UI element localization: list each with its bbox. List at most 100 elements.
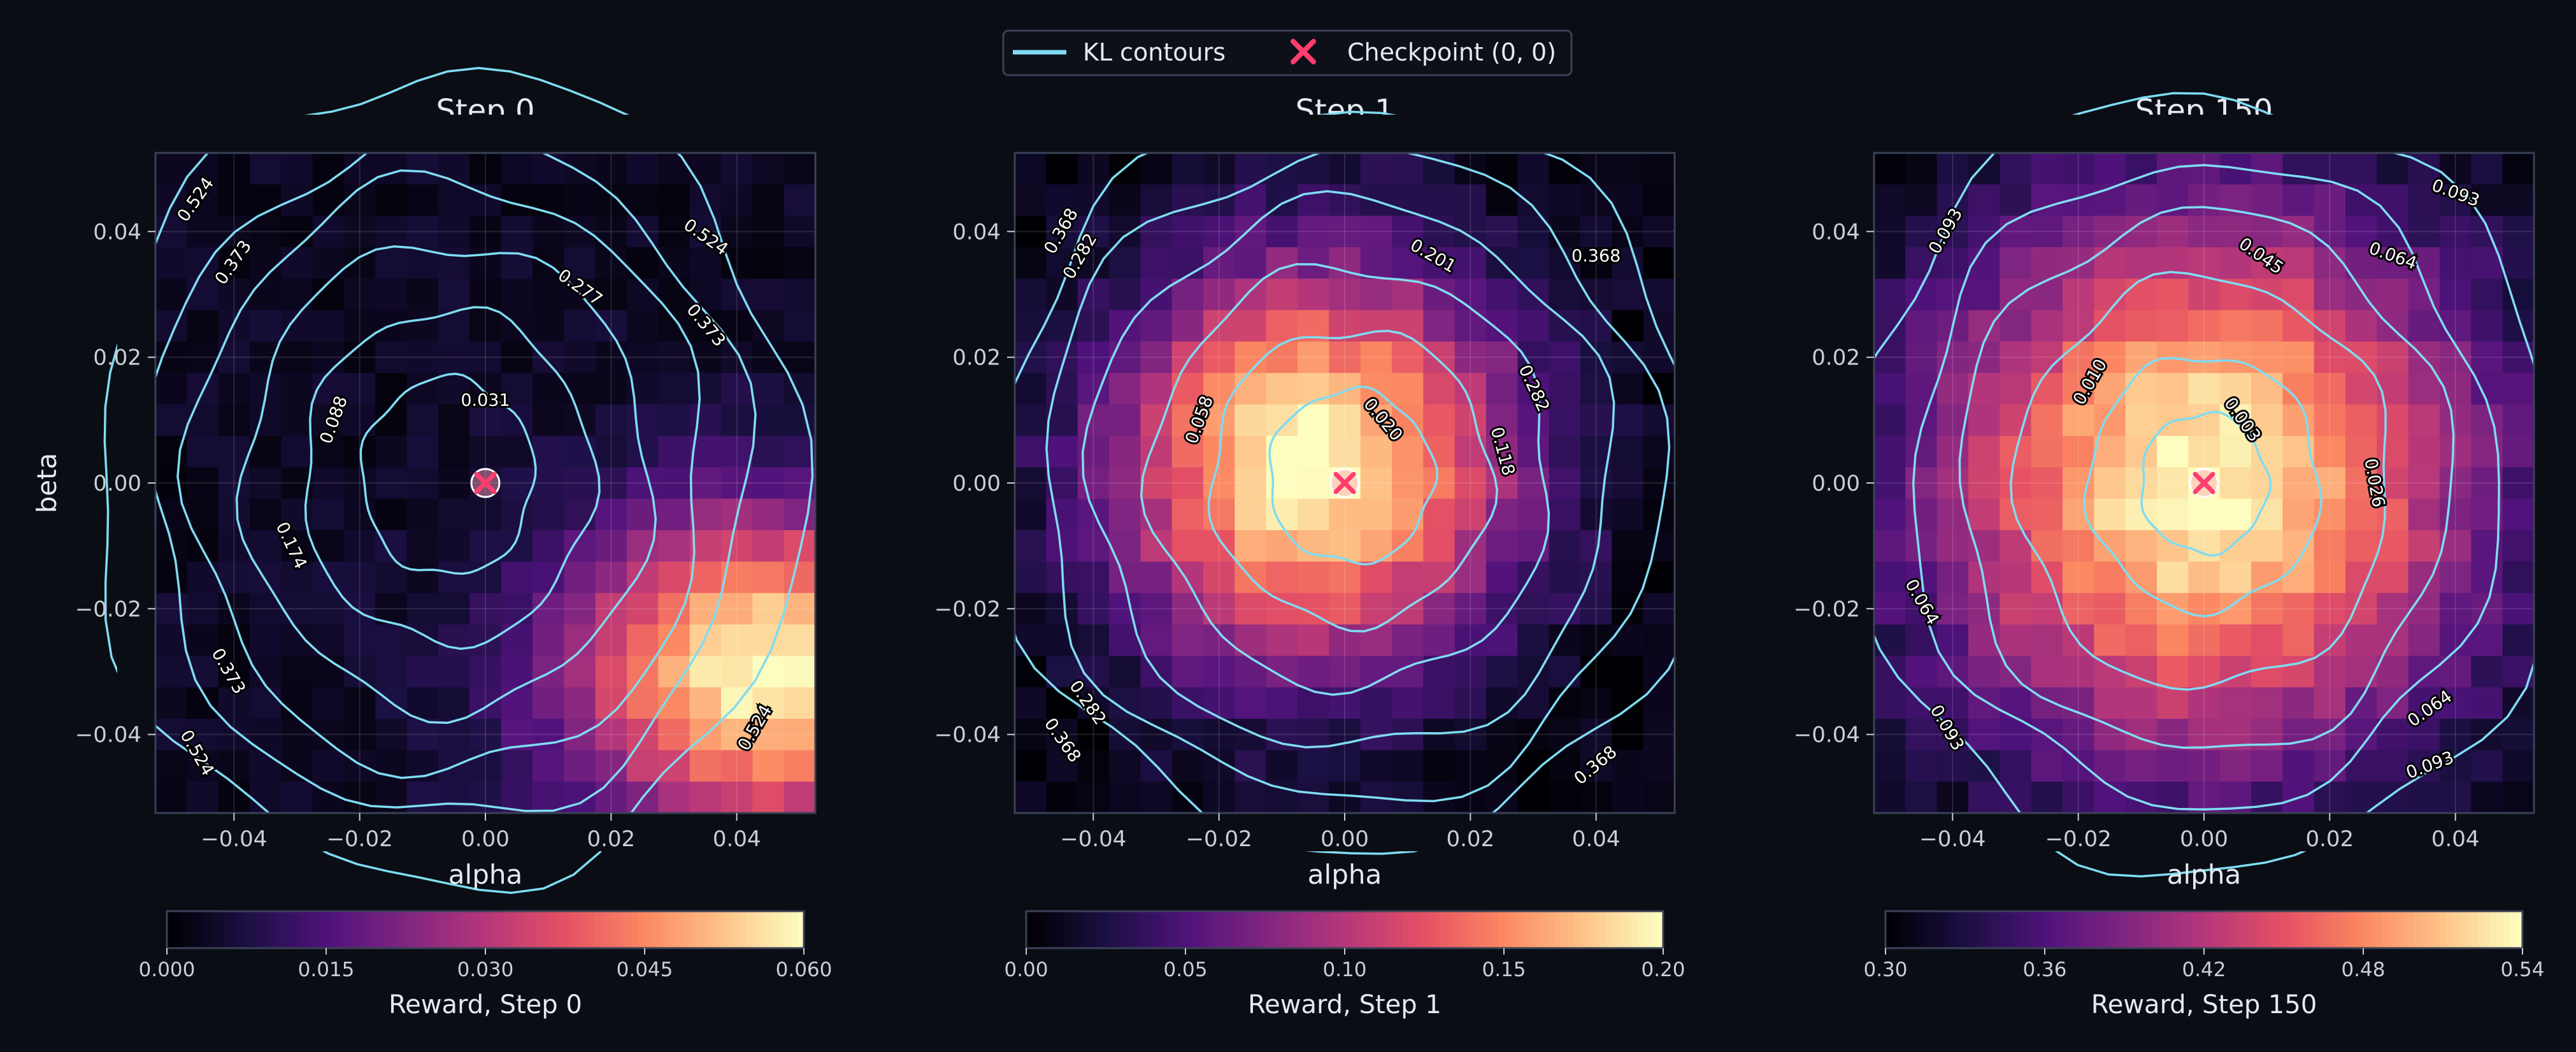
heatmap-cell [2125,278,2157,311]
heatmap-cell [1517,624,1550,656]
heatmap-cell [2031,687,2063,719]
heatmap-cell [2157,750,2189,782]
x-tick-label: 0.00 [2180,826,2228,852]
heatmap-cell [1234,719,1267,751]
colorbar-segment [288,911,295,948]
colorbar-segment [224,911,231,948]
heatmap-cell [2188,719,2221,751]
heatmap-cell [344,467,376,500]
heatmap-cell [2125,530,2157,562]
heatmap-cell [250,247,282,279]
colorbar-segment [2128,911,2135,948]
colorbar-segment [180,911,187,948]
heatmap-cell [1612,310,1644,342]
heatmap-cell [1360,498,1392,531]
heatmap-cell [1077,247,1110,279]
kl-contour-line [1912,164,2500,811]
heatmap-cell [406,719,439,751]
colorbar-segment [1230,911,1237,948]
heatmap-cell [1549,719,1581,751]
colorbar-segment [2204,911,2211,948]
heatmap-cell [438,781,470,814]
heatmap-cell [1580,687,1612,719]
heatmap-cell [2251,561,2283,594]
heatmap-cell [1612,498,1644,531]
colorbar-segment [2491,911,2498,948]
heatmap-cell [1109,247,1141,279]
colorbar-segment [2465,911,2472,948]
heatmap-cell [438,561,470,594]
heatmap-cell [2377,561,2409,594]
heatmap-cell [250,310,282,342]
heatmap-cell [1360,624,1392,656]
heatmap-cell [1643,153,1675,185]
heatmap-cell [312,247,345,279]
heatmap-cell [1486,342,1518,373]
heatmap-cell [2345,467,2377,500]
heatmap-cell [784,342,816,373]
colorbar-segment [798,911,805,948]
heatmap-cell [187,215,219,248]
heatmap-cell [1203,530,1235,562]
heatmap-cell [375,719,408,751]
heatmap-cell [1874,719,1906,751]
colorbar-segment [2223,911,2230,948]
heatmap-cell [784,310,816,342]
heatmap-cell [1936,436,1969,468]
heatmap-cell [721,656,753,688]
colorbar-segment [1523,911,1530,948]
heatmap-cell [406,467,439,500]
heatmap-cell [1015,278,1047,311]
heatmap-cell [1580,247,1612,279]
heatmap-cell [2251,781,2283,814]
colorbar-segment [1249,911,1256,948]
heatmap-cell [281,656,313,688]
heatmap-cell [187,278,219,311]
colorbar-segment [1217,911,1224,948]
colorbar-segment [511,911,518,948]
heatmap-cell [2000,687,2032,719]
heatmap-cell [2440,561,2472,594]
colorbar-segment [2325,911,2332,948]
heatmap-cell [2031,750,2063,782]
heatmap-cell [375,342,408,373]
heatmap-cell [2094,750,2126,782]
heatmap-cell [438,593,470,625]
heatmap-cell [2471,342,2503,373]
heatmap-cell [1234,404,1267,436]
heatmap-cell [1423,342,1456,373]
colorbar-segment [1593,911,1600,948]
heatmap-cell [752,530,785,562]
heatmap-cell [2063,593,2094,625]
mask-right [815,153,854,813]
heatmap-cell [1266,310,1298,342]
heatmap-cell [2502,781,2535,814]
y-tick-label: −0.04 [1794,723,1860,748]
heatmap-cell [1140,530,1173,562]
heatmap-cell [2000,750,2032,782]
heatmap-cell [469,215,502,248]
heatmap-cell [1046,781,1078,814]
heatmap-cell [1905,781,1938,814]
legend-frame [1002,29,1573,76]
colorbar-segment [747,911,754,948]
heatmap-cell [438,530,470,562]
heatmap-cell [1046,215,1078,248]
heatmap-cell [2094,404,2126,436]
heatmap-cell [2094,498,2126,531]
heatmap-cell [1077,561,1110,594]
heatmap-cell [155,561,187,594]
heatmap-cell [2188,153,2221,185]
heatmap-cell [2440,247,2472,279]
heatmap-cell [1874,436,1906,468]
heatmap-cell [1140,436,1173,468]
heatmap-cell [406,687,439,719]
heatmap-cell [752,310,785,342]
heatmap-cell [2377,278,2409,311]
heatmap-cell [595,781,627,814]
heatmap-cell [1266,342,1298,373]
heatmap-cell [2408,624,2440,656]
heatmap-cell [2157,215,2189,248]
heatmap-cell [2251,278,2283,311]
